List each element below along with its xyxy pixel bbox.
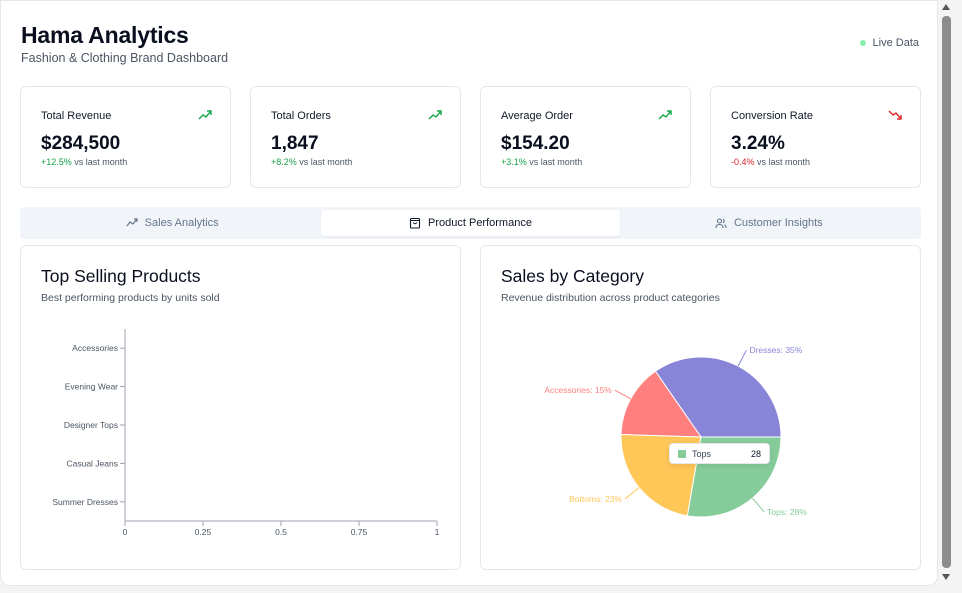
pie-tooltip: Tops 28 [669, 443, 770, 464]
stat-card-total-revenue: Total Revenue $284,500 +12.5% vs last mo… [20, 86, 231, 188]
panel-subtitle: Best performing products by units sold [41, 292, 220, 304]
stat-change-value: +8.2% [271, 157, 297, 167]
x-tick-label: 1 [435, 527, 440, 537]
stat-change-suffix: vs last month [754, 157, 811, 167]
stat-card-average-order: Average Order $154.20 +3.1% vs last mont… [480, 86, 691, 188]
stat-change: +3.1% vs last month [501, 157, 582, 167]
pie-label-line [624, 487, 640, 500]
category-pie-chart: Dresses: 35% Accessories: 15% Bottoms: 23%… [544, 345, 807, 518]
tab-list: Sales Analytics Product Performance Cust… [20, 207, 921, 239]
top-products-bar-chart: Accessories Evening Wear Designer Tops Casu… [52, 329, 440, 537]
tooltip-swatch [678, 449, 686, 458]
tooltip-value: 28 [750, 448, 761, 459]
page-subtitle: Fashion & Clothing Brand Dashboard [21, 51, 229, 65]
x-tick-label: 0.5 [275, 527, 287, 537]
trending-up-icon [198, 110, 212, 120]
stat-change-suffix: vs last month [296, 157, 353, 167]
tab-customer-insights[interactable]: Customer Insights [620, 210, 918, 236]
shopping-bag-icon [409, 217, 421, 229]
stat-change-value: +3.1% [501, 157, 527, 167]
tab-sales-analytics[interactable]: Sales Analytics [23, 210, 321, 236]
stat-value: 1,847 [271, 133, 319, 154]
y-tick-label: Accessories [72, 343, 118, 353]
sales-by-category-panel: Sales by Category Revenue distribution a… [480, 245, 921, 570]
tab-label: Product Performance [428, 217, 532, 229]
stat-label: Conversion Rate [731, 110, 813, 122]
stat-change-suffix: vs last month [71, 157, 128, 167]
scroll-up-arrow-icon[interactable] [942, 4, 950, 10]
pie-label-line [752, 497, 765, 513]
trending-up-icon [658, 110, 672, 120]
stat-value: $284,500 [41, 133, 121, 154]
stat-change-value: -0.4% [731, 157, 755, 167]
scroll-down-arrow-icon[interactable] [942, 574, 950, 580]
page-title: Hama Analytics [21, 22, 189, 48]
live-data-indicator: Live Data [859, 37, 919, 49]
panel-title: Top Selling Products [41, 266, 201, 286]
panel-subtitle: Revenue distribution across product cate… [501, 292, 720, 304]
pie-label: Tops: 28% [767, 507, 807, 517]
x-tick-label: 0.75 [351, 527, 368, 537]
live-data-label: Live Data [872, 37, 919, 49]
stat-value: $154.20 [501, 133, 570, 154]
stat-change: +12.5% vs last month [41, 157, 127, 167]
x-tick-label: 0 [123, 527, 128, 537]
top-selling-products-panel: Top Selling Products Best performing pro… [20, 245, 461, 570]
tab-product-performance[interactable]: Product Performance [321, 210, 620, 236]
dashboard-window: Hama Analytics Fashion & Clothing Brand … [0, 0, 938, 586]
y-tick-label: Evening Wear [65, 382, 118, 392]
trending-up-icon [428, 110, 442, 120]
vertical-scrollbar[interactable] [941, 0, 952, 586]
tab-label: Customer Insights [733, 217, 823, 229]
scroll-thumb[interactable] [942, 16, 951, 568]
stat-change: -0.4% vs last month [731, 157, 810, 167]
x-tick-label: 0.25 [195, 527, 212, 537]
y-tick-label: Designer Tops [64, 420, 118, 430]
tooltip-name: Tops [692, 448, 712, 459]
panel-title: Sales by Category [501, 266, 644, 286]
trending-up-icon [126, 218, 138, 227]
pie-label: Dresses: 35% [749, 345, 802, 355]
pie-label: Accessories: 15% [544, 385, 612, 395]
stat-label: Total Revenue [41, 110, 112, 122]
stat-value: 3.24% [731, 133, 785, 154]
stat-label: Total Orders [271, 110, 331, 122]
stat-change-suffix: vs last month [526, 157, 583, 167]
tab-label: Sales Analytics [144, 217, 219, 229]
stat-card-total-orders: Total Orders 1,847 +8.2% vs last month [250, 86, 461, 188]
pie-label-line [614, 389, 631, 400]
stat-change-value: +12.5% [41, 157, 72, 167]
pie-slice-accessories[interactable] [620, 370, 702, 438]
stat-card-conversion-rate: Conversion Rate 3.24% -0.4% vs last mont… [710, 86, 921, 188]
y-tick-label: Casual Jeans [66, 458, 118, 468]
users-icon [715, 218, 727, 229]
live-dot-icon [859, 40, 866, 46]
pie-label: Bottoms: 23% [569, 494, 622, 504]
pie-label-line [737, 349, 747, 367]
trending-down-icon [888, 110, 902, 120]
stat-label: Average Order [501, 110, 573, 122]
y-tick-label: Summer Dresses [52, 497, 118, 507]
stat-change: +8.2% vs last month [271, 157, 352, 167]
